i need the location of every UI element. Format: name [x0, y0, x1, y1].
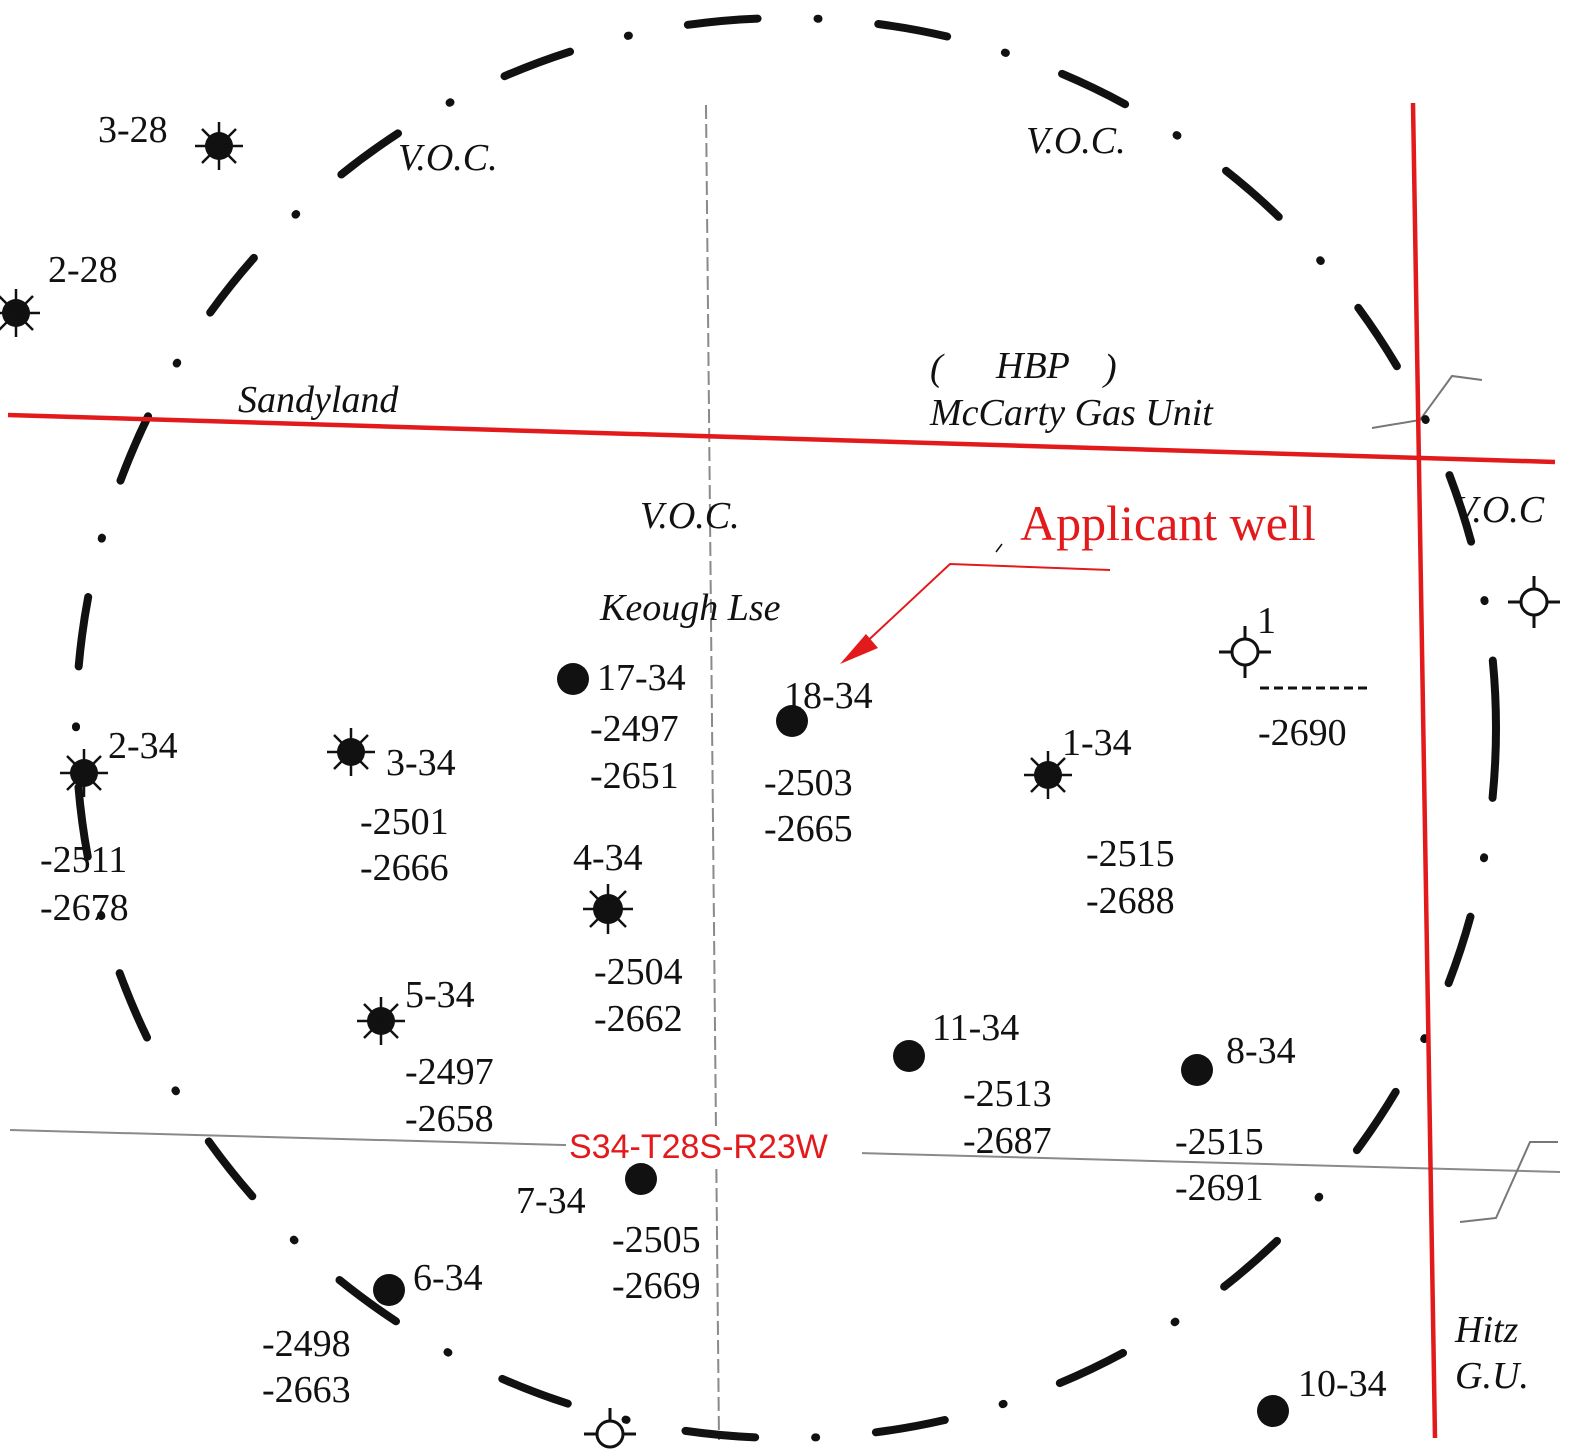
well-label: 8-34 [1226, 1030, 1296, 1072]
well-top-elevation: -2515 [1086, 833, 1175, 875]
well-base-elevation: -2691 [1175, 1167, 1264, 1209]
radius-circle [72, 14, 1500, 1442]
well-3-28: 3-28 [98, 109, 243, 170]
gas-well-icon [357, 997, 405, 1045]
well-1-34: 1-34 -2515 -2688 [1024, 722, 1175, 922]
lease-boundary-horizontal [7, 412, 1556, 465]
well-5-34: 5-34 -2497 -2658 [357, 974, 494, 1140]
applicant-well-label: Applicant well [1020, 495, 1316, 551]
well-top-elevation: -2515 [1175, 1121, 1264, 1163]
well-label: 2-34 [108, 725, 178, 767]
well-base-elevation: -2687 [963, 1120, 1052, 1162]
oil-well-icon [1181, 1054, 1213, 1086]
well-1: 1 -2690 [1219, 600, 1370, 754]
well-top-elevation: -2501 [360, 801, 449, 843]
well-top-elevation: -2505 [612, 1219, 701, 1261]
location-icon [1219, 626, 1271, 678]
well-label: 6-34 [413, 1257, 483, 1299]
well-base-elevation: -2688 [1086, 880, 1175, 922]
gas-well-icon [195, 122, 243, 170]
voc-label-top-left: V.O.C. [398, 137, 498, 179]
well-label: 3-28 [98, 109, 168, 151]
well-2-28: 2-28 [0, 249, 118, 337]
mccarty-label: McCarty Gas Unit [929, 392, 1214, 434]
well-top-elevation: -2498 [262, 1323, 351, 1365]
well-7-34: 7-34 -2505 -2669 [516, 1163, 701, 1307]
well-label: 18-34 [784, 675, 873, 717]
well-top-elevation: -2503 [764, 762, 853, 804]
well-8-34: 8-34 -2515 -2691 [1175, 1030, 1296, 1209]
location-icon [1508, 576, 1560, 628]
oil-well-icon [893, 1040, 925, 1072]
well-base-elevation: -2663 [262, 1369, 351, 1411]
well-3-34: 3-34 -2501 -2666 [327, 728, 456, 889]
well-label: 10-34 [1298, 1363, 1387, 1405]
well-label: 3-34 [386, 742, 456, 784]
well-4-34: 4-34 -2504 -2662 [573, 837, 683, 1040]
well-base-elevation: -2658 [405, 1098, 494, 1140]
section-label-bg [566, 1128, 862, 1164]
voc-label-top-right: V.O.C. [1026, 120, 1126, 162]
gas-well-icon [1024, 751, 1072, 799]
callout-line [859, 562, 1111, 649]
well-label: 1 [1257, 600, 1276, 642]
hitz-label-line1: Hitz [1454, 1309, 1519, 1351]
section-line-vertical [705, 104, 720, 1441]
oil-well-icon [1257, 1395, 1289, 1427]
hbp-close-paren: ) [1102, 347, 1117, 389]
keough-label: Keough Lse [599, 587, 781, 629]
section-label: S34-T28S-R23W [569, 1128, 828, 1166]
sandyland-label: Sandyland [238, 379, 399, 421]
oil-well-icon [625, 1163, 657, 1195]
voc-label-center: V.O.C. [640, 495, 740, 537]
gas-well-icon [0, 289, 40, 337]
hbp-open-paren: ( [930, 347, 945, 389]
callout-arrowhead [840, 634, 878, 664]
break-symbol-upper [1371, 374, 1483, 429]
well-label: 11-34 [932, 1007, 1019, 1049]
well-base-elevation: -2669 [612, 1265, 701, 1307]
lease-boundary-vertical [1410, 102, 1438, 1439]
well-top-elevation: -2504 [594, 951, 683, 993]
well-label: 17-34 [597, 657, 686, 699]
oil-well-icon [373, 1274, 405, 1306]
callout-tick [995, 543, 1003, 553]
well-base-elevation: -2666 [360, 847, 449, 889]
well-18-34: 18-34 -2503 -2665 [764, 675, 873, 850]
well-top-elevation: -2513 [963, 1073, 1052, 1115]
location-icon [584, 1408, 636, 1449]
oil-well-icon [557, 663, 589, 695]
well-base-elevation: -2665 [764, 808, 853, 850]
well-2-34: 2-34 -2511 -2678 [40, 725, 178, 929]
well-top-elevation: -2497 [405, 1051, 494, 1093]
voc-label-right: V.O.C [1454, 489, 1545, 531]
well-base-elevation: -2651 [590, 755, 679, 797]
oil-well-icon [776, 705, 808, 737]
well-label: 1-34 [1062, 722, 1132, 764]
gas-well-icon [583, 884, 633, 934]
well-17-34: 17-34 -2497 -2651 [557, 657, 686, 797]
well-base-elevation: -2662 [594, 998, 683, 1040]
well-label: 4-34 [573, 837, 643, 879]
hitz-label-line2: G.U. [1455, 1355, 1529, 1397]
hbp-label: HBP [995, 345, 1070, 387]
well-11-34: 11-34 -2513 -2687 [893, 1007, 1052, 1162]
well-6-34: 6-34 -2498 -2663 [262, 1257, 483, 1411]
break-symbol-lower [1459, 1141, 1558, 1223]
well-label: 7-34 [516, 1180, 586, 1222]
well-top-elevation: -2511 [40, 839, 127, 881]
well-top-elevation: -2497 [590, 708, 679, 750]
gas-well-icon [327, 728, 375, 776]
well-label: 5-34 [405, 974, 475, 1016]
well-top-elevation: -2690 [1258, 712, 1347, 754]
well-label: 2-28 [48, 249, 118, 291]
well-10-34: 10-34 [1257, 1363, 1387, 1427]
well-base-elevation: -2678 [40, 887, 129, 929]
gas-well-icon [60, 749, 108, 797]
